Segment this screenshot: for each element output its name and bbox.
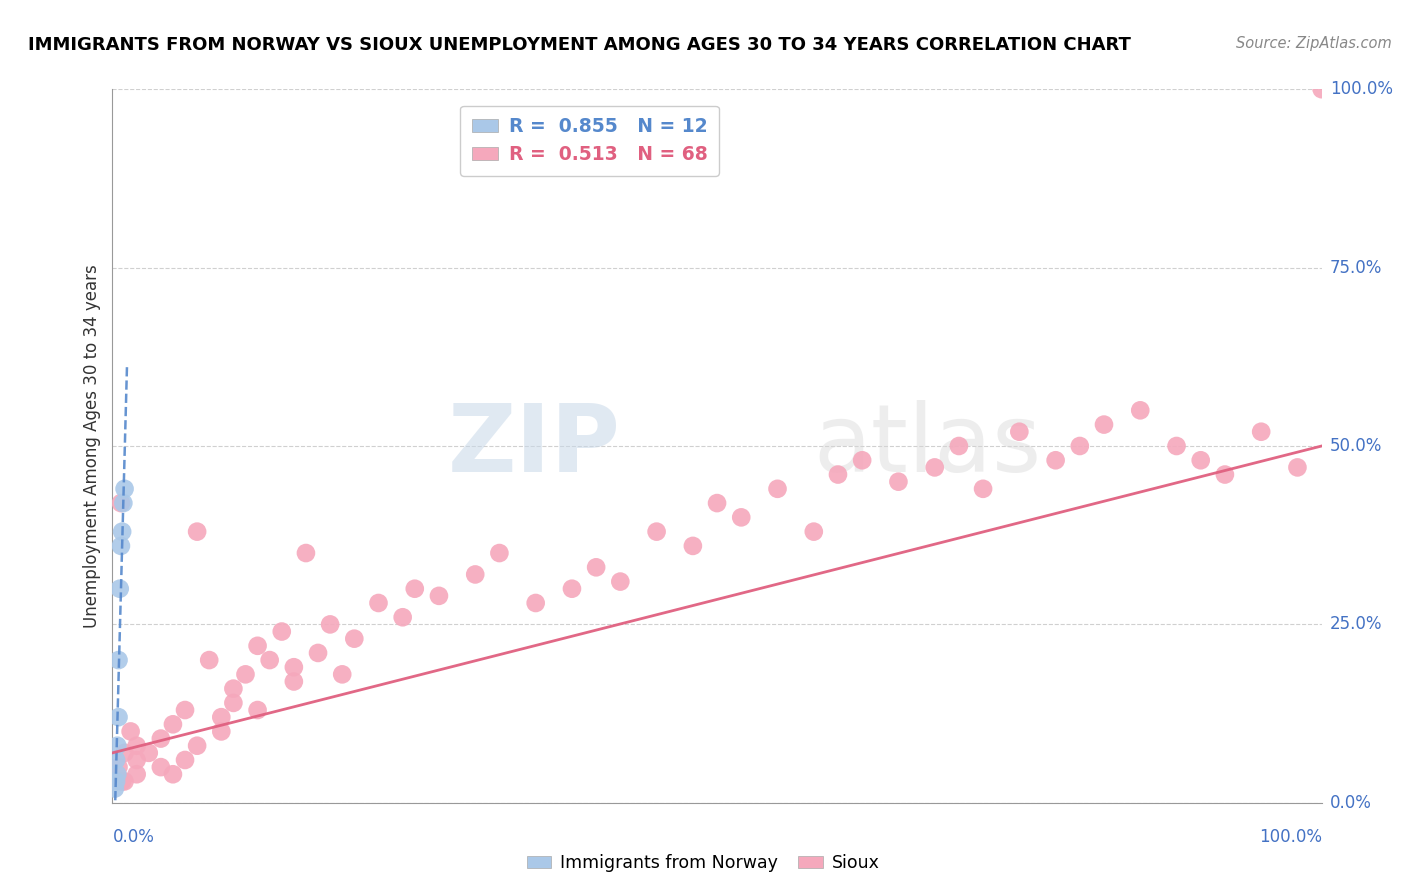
Point xyxy=(104,781,127,796)
Point xyxy=(125,753,148,767)
Point xyxy=(107,710,129,724)
Point xyxy=(209,710,232,724)
Point xyxy=(1310,82,1333,96)
Point xyxy=(114,482,136,496)
Point xyxy=(645,524,668,539)
Point xyxy=(111,524,134,539)
Point xyxy=(343,632,366,646)
Point xyxy=(105,767,128,781)
Point xyxy=(561,582,583,596)
Point xyxy=(222,696,245,710)
Text: 25.0%: 25.0% xyxy=(1330,615,1382,633)
Point xyxy=(1092,417,1115,432)
Point xyxy=(524,596,547,610)
Point xyxy=(149,731,172,746)
Point xyxy=(235,667,257,681)
Point xyxy=(108,582,131,596)
Point xyxy=(246,639,269,653)
Text: 100.0%: 100.0% xyxy=(1258,828,1322,846)
Point xyxy=(283,660,305,674)
Point xyxy=(107,653,129,667)
Point xyxy=(110,539,132,553)
Point xyxy=(1129,403,1152,417)
Point xyxy=(609,574,631,589)
Point xyxy=(111,774,134,789)
Point xyxy=(162,767,184,781)
Point xyxy=(105,753,128,767)
Point xyxy=(114,746,136,760)
Point xyxy=(1008,425,1031,439)
Point xyxy=(112,496,135,510)
Point xyxy=(488,546,510,560)
Point xyxy=(330,667,353,681)
Point xyxy=(948,439,970,453)
Text: 75.0%: 75.0% xyxy=(1330,259,1382,277)
Legend: Immigrants from Norway, Sioux: Immigrants from Norway, Sioux xyxy=(520,847,886,879)
Point xyxy=(125,739,148,753)
Text: atlas: atlas xyxy=(814,400,1042,492)
Point xyxy=(198,653,221,667)
Point xyxy=(270,624,292,639)
Point xyxy=(110,496,132,510)
Point xyxy=(246,703,269,717)
Point xyxy=(427,589,450,603)
Point xyxy=(1069,439,1091,453)
Point xyxy=(295,546,318,560)
Point xyxy=(162,717,184,731)
Point xyxy=(222,681,245,696)
Point xyxy=(404,582,426,596)
Text: 50.0%: 50.0% xyxy=(1330,437,1382,455)
Point xyxy=(319,617,342,632)
Point xyxy=(105,739,128,753)
Point xyxy=(464,567,486,582)
Point xyxy=(1166,439,1188,453)
Point xyxy=(367,596,389,610)
Point xyxy=(105,774,128,789)
Point xyxy=(924,460,946,475)
Point xyxy=(259,653,281,667)
Point xyxy=(1286,460,1309,475)
Point xyxy=(682,539,704,553)
Point xyxy=(1189,453,1212,467)
Point xyxy=(1045,453,1067,467)
Point xyxy=(149,760,172,774)
Point xyxy=(174,753,197,767)
Text: 100.0%: 100.0% xyxy=(1330,80,1393,98)
Point xyxy=(186,524,208,539)
Text: Source: ZipAtlas.com: Source: ZipAtlas.com xyxy=(1236,36,1392,51)
Point xyxy=(107,760,129,774)
Point xyxy=(972,482,994,496)
Point xyxy=(138,746,160,760)
Point xyxy=(209,724,232,739)
Point xyxy=(706,496,728,510)
Point xyxy=(283,674,305,689)
Point xyxy=(120,724,142,739)
Point xyxy=(827,467,849,482)
Point xyxy=(851,453,873,467)
Legend: R =  0.855   N = 12, R =  0.513   N = 68: R = 0.855 N = 12, R = 0.513 N = 68 xyxy=(460,106,720,176)
Point xyxy=(174,703,197,717)
Point xyxy=(125,767,148,781)
Text: 0.0%: 0.0% xyxy=(1330,794,1372,812)
Y-axis label: Unemployment Among Ages 30 to 34 years: Unemployment Among Ages 30 to 34 years xyxy=(83,264,101,628)
Point xyxy=(585,560,607,574)
Point xyxy=(186,739,208,753)
Point xyxy=(307,646,329,660)
Text: IMMIGRANTS FROM NORWAY VS SIOUX UNEMPLOYMENT AMONG AGES 30 TO 34 YEARS CORRELATI: IMMIGRANTS FROM NORWAY VS SIOUX UNEMPLOY… xyxy=(28,36,1130,54)
Point xyxy=(766,482,789,496)
Point xyxy=(1213,467,1236,482)
Point xyxy=(1250,425,1272,439)
Point xyxy=(114,774,136,789)
Point xyxy=(391,610,413,624)
Point xyxy=(887,475,910,489)
Point xyxy=(730,510,752,524)
Text: ZIP: ZIP xyxy=(447,400,620,492)
Point xyxy=(803,524,825,539)
Text: 0.0%: 0.0% xyxy=(112,828,155,846)
